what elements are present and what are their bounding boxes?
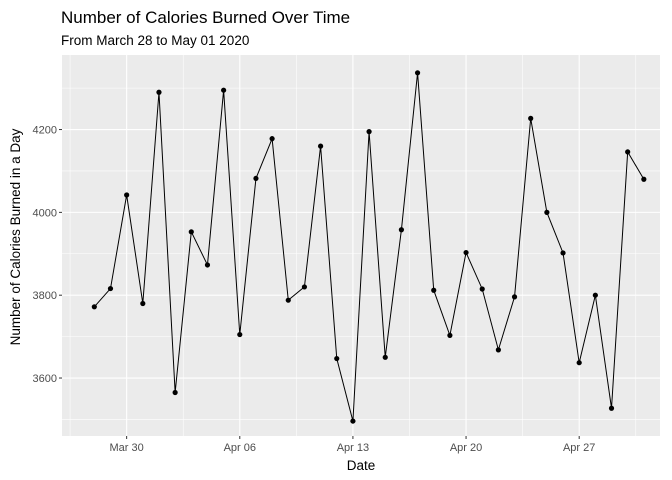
y-tick-label: 4000	[33, 207, 57, 219]
data-point	[398, 227, 405, 233]
data-point	[188, 229, 194, 235]
data-point	[285, 297, 291, 303]
data-point	[447, 332, 453, 338]
data-point	[463, 249, 469, 256]
data-point	[156, 89, 162, 95]
y-axis-title: Number of Calories Burned in a Day	[8, 128, 23, 345]
data-point	[350, 418, 356, 424]
data-point	[382, 354, 388, 360]
data-point	[221, 87, 227, 93]
data-point	[124, 192, 130, 198]
data-point	[237, 331, 243, 338]
x-tick-label: Mar 30	[110, 442, 144, 454]
data-point	[253, 175, 259, 182]
x-tick-label: Apr 20	[450, 442, 482, 454]
chart-subtitle: From March 28 to May 01 2020	[61, 33, 249, 48]
y-tick-label: 3600	[33, 373, 57, 385]
data-point	[140, 300, 146, 307]
data-point	[107, 285, 114, 292]
y-axis-tick-labels: 3600 3800 4000 4200	[33, 125, 57, 385]
x-tick-label: Apr 13	[337, 442, 369, 454]
axis-ticks	[59, 129, 580, 439]
data-point	[544, 209, 550, 215]
data-point	[204, 262, 211, 268]
data-point	[560, 250, 566, 256]
data-point	[495, 347, 501, 353]
x-tick-label: Apr 06	[224, 442, 256, 454]
y-tick-label: 4200	[33, 125, 57, 137]
chart-title: Number of Calories Burned Over Time	[61, 8, 350, 27]
x-axis-title: Date	[347, 458, 376, 473]
data-point	[317, 143, 324, 149]
data-point	[366, 129, 372, 135]
data-point	[479, 286, 485, 292]
x-tick-label: Apr 27	[563, 442, 595, 454]
data-point	[172, 389, 178, 396]
data-point	[576, 360, 582, 366]
data-point	[301, 284, 308, 290]
data-point	[608, 405, 615, 411]
data-point	[592, 292, 598, 298]
calories-series	[91, 70, 647, 424]
data-point	[641, 176, 647, 182]
data-point	[334, 355, 340, 362]
data-point	[269, 136, 275, 142]
data-point	[91, 304, 97, 310]
data-point	[528, 115, 534, 121]
y-tick-label: 3800	[33, 290, 57, 302]
data-point	[414, 70, 421, 76]
plot-panel	[62, 55, 660, 436]
major-gridlines	[62, 55, 660, 436]
minor-gridlines	[62, 55, 660, 436]
data-point	[431, 287, 437, 293]
data-point	[625, 149, 631, 155]
x-axis-tick-labels: Mar 30 Apr 06 Apr 13 Apr 20 Apr 27	[110, 442, 596, 454]
data-point	[511, 294, 518, 300]
